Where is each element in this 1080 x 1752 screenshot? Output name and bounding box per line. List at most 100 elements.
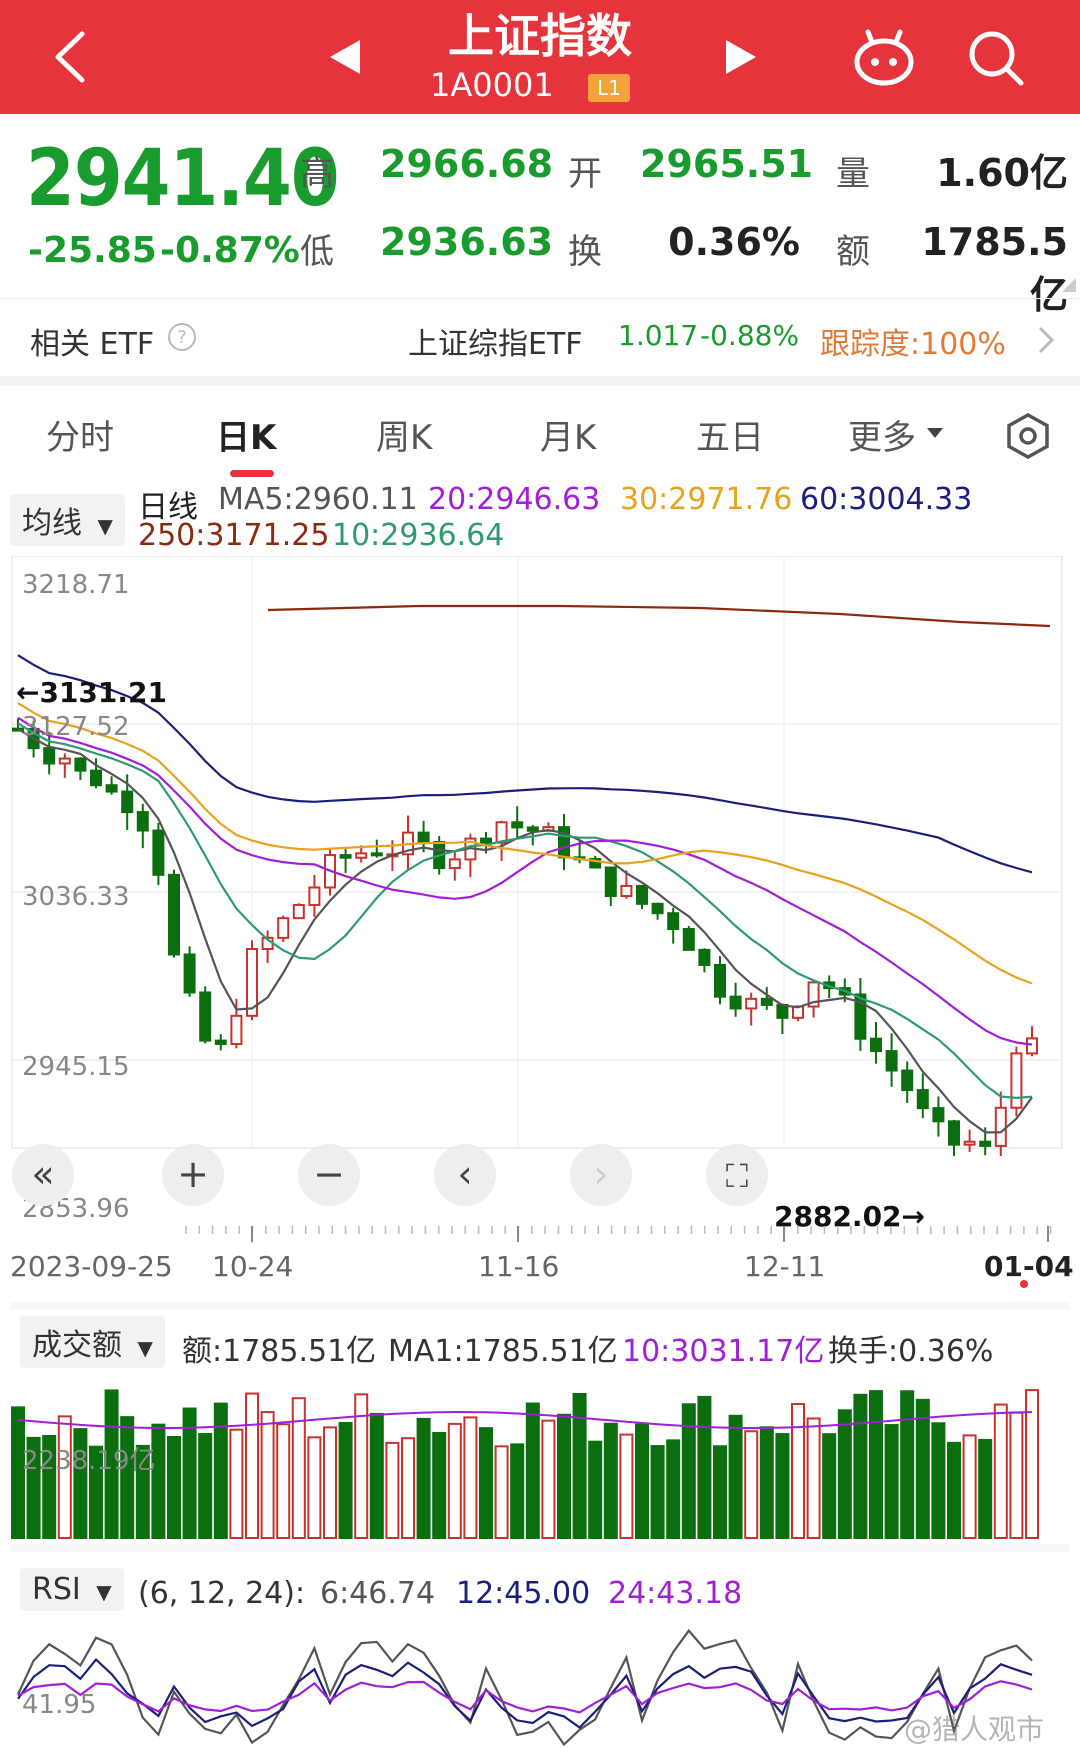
- volume-bar: [401, 1437, 415, 1539]
- volume-bar: [369, 1412, 384, 1539]
- ma-kind: 日线: [138, 490, 198, 525]
- price-axis-mid3: 2945.15: [22, 1052, 130, 1082]
- etf-price: 1.017: [618, 319, 699, 352]
- volume-bar: [869, 1390, 883, 1540]
- quote-panel: 2941.40 -25.85 -0.87% 高 2966.68 开 2965.5…: [0, 114, 1080, 317]
- candle-body: [74, 757, 87, 772]
- tab-weekly-k[interactable]: 周K: [376, 418, 433, 458]
- tab-more[interactable]: 更多: [848, 418, 916, 458]
- candle-body: [901, 1069, 914, 1092]
- volume-bar: [229, 1428, 244, 1539]
- volume-label: 量: [836, 154, 870, 194]
- back-icon[interactable]: [50, 30, 90, 84]
- scroll-right-button[interactable]: ›: [570, 1144, 632, 1206]
- volume-bar: [385, 1441, 400, 1539]
- related-etf-row[interactable]: 相关 ETF ? 上证综指ETF 1.017 -0.88% 跟踪度:100%: [0, 298, 1080, 376]
- volume-bar: [588, 1440, 603, 1539]
- candle-body: [495, 821, 508, 844]
- price-axis-top: 3218.71: [22, 570, 130, 600]
- volume-bar: [432, 1431, 447, 1539]
- volume-bar: [57, 1415, 72, 1539]
- tab-daily-k[interactable]: 日K: [216, 418, 277, 458]
- scroll-start-button[interactable]: «: [12, 1144, 74, 1206]
- candle-body: [417, 831, 430, 844]
- volume-bar: [853, 1393, 868, 1539]
- candle-body: [979, 1140, 992, 1147]
- volume-bar: [525, 1402, 540, 1540]
- ma60-value: 60:3004.33: [800, 482, 973, 517]
- ma5-value: MA5:2960.11: [218, 482, 418, 517]
- expand-corner-icon[interactable]: [1062, 278, 1076, 292]
- volume-bar: [463, 1416, 478, 1539]
- help-icon[interactable]: ?: [166, 321, 198, 353]
- candle-body: [526, 826, 539, 832]
- ma-selector[interactable]: 均线 ▼: [10, 494, 125, 546]
- candle-body: [667, 912, 680, 931]
- volume-selector[interactable]: 成交额 ▼: [20, 1316, 165, 1368]
- tab-five-day[interactable]: 五日: [696, 418, 764, 458]
- chevron-right-icon[interactable]: [1036, 325, 1056, 355]
- rsi-chart[interactable]: [0, 1610, 1080, 1752]
- volume-caret-icon: ▼: [137, 1336, 153, 1360]
- volume-bar: [167, 1435, 181, 1539]
- candle-body: [277, 917, 290, 939]
- date-label-start: 2023-09-25: [10, 1250, 173, 1283]
- candle-body: [370, 852, 383, 857]
- volume-bar: [728, 1414, 743, 1539]
- price-change-pct: -0.87%: [160, 230, 300, 271]
- volume-bar: [697, 1395, 712, 1539]
- candle-body: [230, 1014, 243, 1046]
- candle-body: [183, 953, 196, 994]
- candle-body: [885, 1050, 898, 1072]
- volume-bar: [323, 1426, 337, 1539]
- watermark: @猎人观市: [904, 1713, 1045, 1746]
- robot-icon[interactable]: [852, 28, 916, 86]
- candle-body: [729, 995, 742, 1010]
- candle-body: [963, 1140, 976, 1146]
- volume-bar: [635, 1423, 649, 1539]
- ma60-line: [17, 654, 1033, 874]
- candle-body: [636, 884, 648, 905]
- level-badge: L1: [588, 74, 630, 102]
- scroll-left-button[interactable]: ‹: [434, 1144, 496, 1206]
- volume-chart[interactable]: [0, 1370, 1080, 1542]
- min-price-marker: 2882.02→: [774, 1200, 925, 1233]
- zoom-in-button[interactable]: +: [162, 1144, 224, 1206]
- active-tab-indicator: [230, 470, 274, 477]
- candle-body: [854, 993, 867, 1040]
- more-dropdown-icon[interactable]: [926, 426, 944, 440]
- tab-monthly-k[interactable]: 月K: [540, 418, 597, 458]
- ma10-value: 10:2936.64: [332, 518, 505, 553]
- next-stock-icon[interactable]: [724, 38, 758, 76]
- candle-body: [152, 829, 165, 876]
- rsi-selector[interactable]: RSI ▼: [20, 1568, 124, 1611]
- price-change: -25.85: [28, 230, 157, 271]
- rsi-params: (6, 12, 24):: [138, 1576, 306, 1611]
- candle-body: [932, 1107, 945, 1123]
- volume-bar: [962, 1434, 977, 1539]
- kline-chart[interactable]: [0, 556, 1080, 1156]
- volume-bar: [354, 1393, 369, 1539]
- candle-body: [292, 903, 305, 920]
- ma-selector-caret-icon: ▼: [97, 514, 113, 538]
- zoom-out-button[interactable]: −: [298, 1144, 360, 1206]
- double-chevron-left-icon: «: [31, 1152, 55, 1196]
- volume-bar: [151, 1423, 166, 1539]
- candle-body: [448, 858, 461, 870]
- search-icon[interactable]: [966, 28, 1026, 88]
- header-bar: 上证指数 1A0001 L1: [0, 0, 1080, 114]
- chart-settings-icon[interactable]: [1004, 412, 1052, 460]
- candle-body: [682, 928, 695, 951]
- volume-bar: [900, 1390, 915, 1539]
- fullscreen-button[interactable]: ⛶: [706, 1144, 768, 1206]
- candle-body: [355, 852, 368, 859]
- volume-bar: [1025, 1389, 1039, 1540]
- candle-body: [339, 854, 352, 859]
- prev-stock-icon[interactable]: [328, 38, 362, 76]
- candle-body: [807, 981, 820, 1008]
- candle-body: [105, 784, 118, 793]
- volume-bar: [213, 1402, 228, 1539]
- volume-turnover: 换手:0.36%: [828, 1334, 994, 1369]
- candle-body: [1010, 1052, 1023, 1109]
- tab-intraday[interactable]: 分时: [46, 418, 114, 458]
